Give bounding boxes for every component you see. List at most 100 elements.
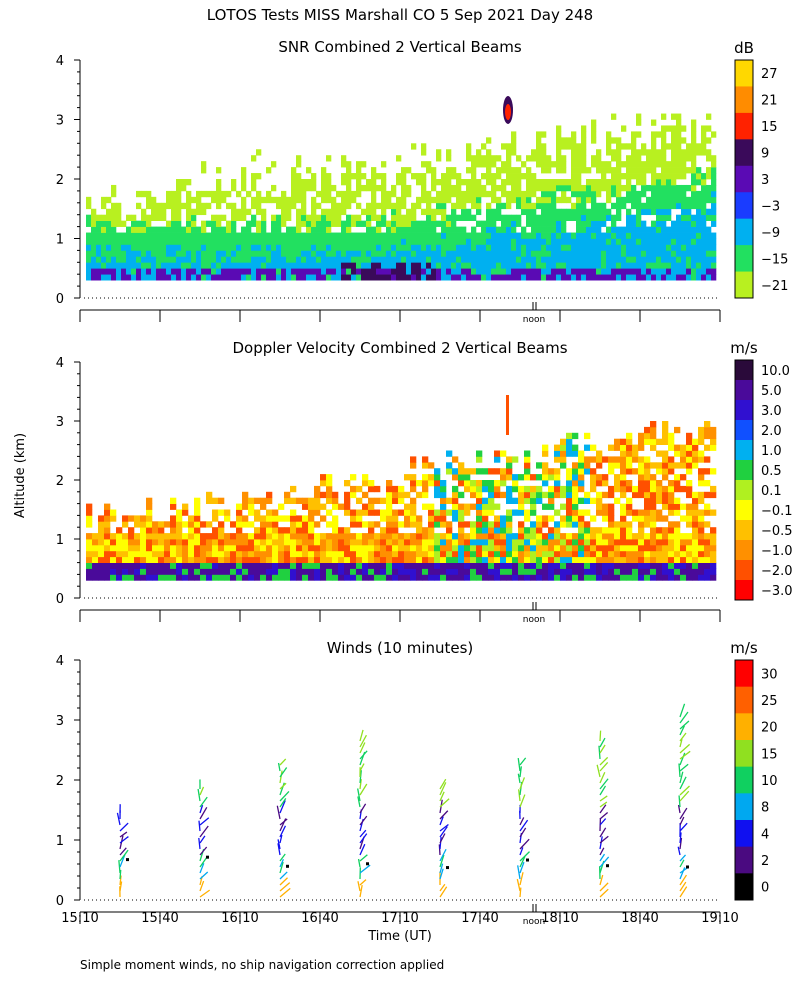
snr-cell bbox=[591, 161, 597, 168]
snr-cell bbox=[691, 250, 697, 257]
snr-cell bbox=[646, 244, 652, 251]
doppler-cell bbox=[482, 574, 489, 581]
snr-cell bbox=[501, 232, 507, 239]
doppler-cell bbox=[542, 480, 549, 487]
snr-cell bbox=[491, 262, 497, 269]
doppler-cell bbox=[464, 509, 471, 516]
snr-cell bbox=[431, 214, 437, 221]
doppler-cell bbox=[368, 485, 375, 493]
wind-barb bbox=[279, 818, 288, 826]
snr-cell bbox=[96, 250, 102, 257]
snr-cell bbox=[286, 262, 292, 269]
snr-cell bbox=[401, 238, 407, 245]
doppler-cell bbox=[638, 539, 645, 546]
doppler-cell bbox=[470, 562, 477, 569]
doppler-cell bbox=[308, 533, 315, 540]
snr-cell bbox=[711, 208, 717, 216]
doppler-cell bbox=[242, 562, 249, 569]
snr-cell bbox=[221, 214, 227, 221]
doppler-cell bbox=[458, 544, 465, 552]
doppler-cell bbox=[188, 521, 195, 528]
doppler-cell bbox=[632, 468, 639, 475]
doppler-cell bbox=[332, 491, 339, 499]
snr-cell bbox=[501, 214, 507, 221]
snr-cell bbox=[691, 125, 697, 132]
snr-cell bbox=[686, 274, 692, 281]
doppler-cell bbox=[152, 556, 159, 563]
snr-cell bbox=[531, 220, 537, 227]
doppler-cell bbox=[518, 574, 525, 581]
snr-cell bbox=[631, 214, 637, 221]
doppler-cell bbox=[542, 515, 549, 522]
doppler-cell bbox=[680, 515, 687, 522]
doppler-cell bbox=[428, 474, 435, 481]
snr-cell bbox=[696, 196, 702, 204]
doppler-cell bbox=[638, 444, 645, 451]
snr-cell bbox=[516, 220, 522, 227]
wind-barb bbox=[677, 846, 681, 856]
doppler-cell bbox=[134, 550, 141, 558]
wind-barb bbox=[279, 800, 286, 814]
snr-cell bbox=[221, 238, 227, 245]
doppler-cell bbox=[482, 521, 489, 528]
snr-cell bbox=[256, 220, 262, 227]
snr-cell bbox=[581, 167, 587, 174]
snr-cell bbox=[521, 250, 527, 257]
snr-cell bbox=[581, 250, 587, 257]
doppler-cell bbox=[248, 550, 255, 558]
snr-cell bbox=[636, 202, 642, 210]
doppler-cell bbox=[500, 480, 507, 487]
snr-cell bbox=[576, 208, 582, 216]
snr-cell bbox=[116, 232, 122, 239]
snr-cell bbox=[171, 220, 177, 227]
snr-cell bbox=[686, 232, 692, 239]
colorbar-segment bbox=[735, 192, 753, 220]
snr-cell bbox=[556, 149, 562, 156]
snr-cell bbox=[101, 262, 107, 269]
doppler-cell bbox=[602, 509, 609, 516]
snr-cell bbox=[271, 262, 277, 269]
doppler-cell bbox=[524, 527, 531, 534]
snr-cell bbox=[671, 244, 677, 251]
snr-cell bbox=[181, 226, 187, 233]
snr-cell bbox=[406, 190, 412, 198]
snr-cell bbox=[656, 179, 662, 186]
snr-cell bbox=[711, 214, 717, 221]
doppler-cell bbox=[392, 527, 399, 534]
snr-cell bbox=[86, 202, 92, 210]
snr-cell bbox=[266, 238, 272, 245]
doppler-cell bbox=[674, 462, 681, 469]
snr-cell bbox=[356, 184, 362, 192]
snr-cell bbox=[236, 256, 242, 263]
snr-cell bbox=[381, 202, 387, 210]
snr-cell bbox=[561, 190, 567, 198]
doppler-cell bbox=[164, 533, 171, 540]
snr-cell bbox=[456, 262, 462, 269]
snr-cell bbox=[256, 173, 262, 180]
doppler-cell bbox=[314, 503, 321, 510]
doppler-cell bbox=[344, 533, 351, 540]
doppler-cell bbox=[662, 544, 669, 552]
snr-cell bbox=[626, 161, 632, 168]
doppler-cell bbox=[626, 468, 633, 475]
doppler-cell bbox=[620, 509, 627, 516]
doppler-cell bbox=[560, 444, 567, 451]
snr-cell bbox=[331, 202, 337, 210]
snr-cell bbox=[371, 208, 377, 216]
doppler-cell bbox=[482, 544, 489, 552]
doppler-cell bbox=[548, 491, 555, 499]
colorbar-segment bbox=[735, 740, 753, 768]
snr-cell bbox=[706, 208, 712, 216]
doppler-cell bbox=[620, 544, 627, 552]
snr-cell bbox=[541, 167, 547, 174]
snr-cell bbox=[541, 161, 547, 168]
snr-cell bbox=[461, 179, 467, 186]
snr-cell bbox=[221, 274, 227, 281]
doppler-cell bbox=[218, 556, 225, 563]
snr-cell bbox=[381, 250, 387, 257]
doppler-cell bbox=[506, 468, 513, 475]
doppler-cell bbox=[296, 568, 303, 575]
doppler-cell bbox=[554, 562, 561, 569]
snr-cell bbox=[616, 179, 622, 186]
doppler-cell bbox=[644, 556, 651, 563]
